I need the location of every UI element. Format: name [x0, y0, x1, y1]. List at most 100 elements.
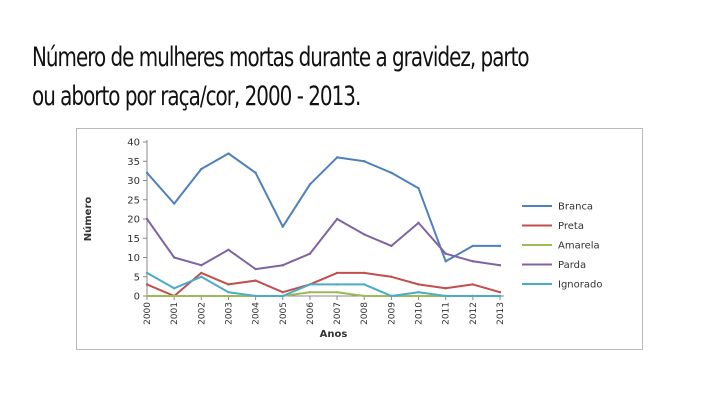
- y-tick-label: 35: [127, 157, 140, 168]
- y-tick-label: 40: [127, 138, 140, 149]
- data-point-parda: [200, 264, 203, 267]
- y-tick-label: 20: [127, 215, 140, 226]
- series-line-ignorado: [146, 271, 501, 297]
- data-point-ignorado: [308, 283, 312, 286]
- x-tick-label: 2003: [224, 302, 234, 325]
- series-line-preta: [146, 271, 501, 297]
- data-point-branca: [200, 167, 203, 171]
- y-tick-label: 5: [134, 272, 140, 283]
- x-tick-label: 2005: [279, 302, 289, 325]
- data-point-amarela: [145, 294, 149, 298]
- data-point-preta: [227, 283, 230, 286]
- data-point-parda: [227, 248, 230, 251]
- x-tick-label: 2006: [306, 302, 316, 325]
- data-point-parda: [172, 256, 176, 259]
- x-axis-label: Anos: [320, 329, 348, 340]
- series-line-branca: [146, 152, 501, 263]
- y-tick-label: 0: [134, 292, 140, 303]
- data-point-ignorado: [444, 294, 447, 298]
- data-point-preta: [363, 271, 366, 275]
- data-point-branca: [444, 260, 447, 263]
- legend-label-branca: Branca: [558, 202, 593, 213]
- data-point-branca: [281, 225, 284, 228]
- x-tick-label: 2011: [442, 302, 452, 325]
- data-point-preta: [498, 290, 502, 294]
- data-point-amarela: [335, 290, 339, 294]
- data-point-amarela: [308, 290, 312, 294]
- data-point-branca: [335, 156, 339, 159]
- data-point-ignorado: [200, 275, 203, 278]
- data-point-branca: [390, 171, 393, 174]
- data-point-parda: [145, 217, 149, 221]
- legend-label-amarela: Amarela: [558, 241, 600, 252]
- x-tick-label: 2007: [333, 302, 343, 325]
- legend-label-preta: Preta: [558, 221, 584, 232]
- chart-legend: Branca Preta Amarela Parda Ignorado: [522, 202, 602, 291]
- series-line-parda: [146, 218, 501, 271]
- x-tick-label: 2002: [197, 302, 207, 325]
- legend-label-ignorado: Ignorado: [558, 280, 602, 291]
- data-point-parda: [335, 217, 339, 221]
- slide-title-line-2: ou aborto por raça/cor, 2000 - 2013.: [32, 81, 361, 112]
- data-point-amarela: [417, 294, 420, 298]
- y-axis-label: Número: [82, 197, 94, 242]
- data-point-amarela: [200, 294, 203, 298]
- x-tick-label: 2012: [469, 302, 479, 325]
- data-point-ignorado: [172, 287, 176, 290]
- x-tick-label: 2010: [415, 302, 425, 325]
- data-point-ignorado: [227, 290, 230, 294]
- data-point-amarela: [227, 294, 230, 298]
- data-point-preta: [254, 279, 257, 282]
- data-point-preta: [145, 283, 149, 286]
- data-point-parda: [390, 244, 393, 248]
- data-point-preta: [471, 283, 475, 286]
- data-point-ignorado: [363, 283, 366, 286]
- y-tick-label: 15: [127, 234, 140, 245]
- data-point-ignorado: [390, 294, 393, 298]
- chart-series: [145, 152, 502, 298]
- slide-title: Número de mulheres mortas durante a grav…: [32, 38, 581, 116]
- x-tick-label: 2001: [170, 302, 180, 325]
- data-point-branca: [172, 202, 176, 205]
- data-point-preta: [200, 271, 203, 275]
- data-point-parda: [281, 264, 284, 267]
- x-tick-label: 2000: [143, 302, 153, 325]
- data-point-branca: [363, 160, 366, 163]
- y-tick-label: 25: [127, 195, 140, 206]
- data-point-branca: [498, 244, 502, 248]
- data-point-branca: [145, 171, 149, 174]
- data-point-preta: [444, 287, 447, 290]
- chart-axes: 0 5 10 15 20 25 30 35 40 2000 2001 2002 2003 2004 2005…: [127, 138, 506, 325]
- y-tick-label: 10: [127, 253, 140, 264]
- data-point-parda: [363, 233, 366, 236]
- data-point-preta: [335, 271, 339, 275]
- data-point-branca: [471, 244, 475, 248]
- data-point-ignorado: [471, 294, 475, 298]
- data-point-branca: [308, 183, 312, 186]
- chart-frame: 0 5 10 15 20 25 30 35 40 2000 2001 2002 2003 2004 2005…: [76, 128, 643, 350]
- data-point-preta: [417, 283, 420, 286]
- data-point-parda: [444, 252, 447, 255]
- x-tick-label: 2004: [252, 302, 262, 325]
- data-point-ignorado: [417, 290, 420, 294]
- x-tick-label: 2009: [387, 302, 397, 325]
- data-point-branca: [254, 171, 257, 174]
- data-point-ignorado: [335, 283, 339, 286]
- y-tick-label: 30: [127, 176, 140, 187]
- line-chart: 0 5 10 15 20 25 30 35 40 2000 2001 2002 2003 2004 2005…: [82, 138, 602, 341]
- x-tick-label: 2008: [360, 302, 370, 325]
- data-point-parda: [417, 221, 420, 225]
- data-point-ignorado: [281, 294, 284, 298]
- data-point-ignorado: [145, 271, 149, 275]
- data-point-amarela: [172, 294, 176, 298]
- data-point-preta: [281, 290, 284, 294]
- data-point-amarela: [363, 294, 366, 298]
- data-point-parda: [498, 264, 502, 267]
- data-point-branca: [417, 187, 420, 190]
- legend-label-parda: Parda: [558, 260, 586, 271]
- data-point-ignorado: [498, 294, 502, 298]
- x-tick-label: 2013: [496, 302, 506, 325]
- slide-title-line-1: Número de mulheres mortas durante a grav…: [32, 42, 530, 73]
- data-point-parda: [471, 260, 475, 263]
- data-point-parda: [308, 252, 312, 255]
